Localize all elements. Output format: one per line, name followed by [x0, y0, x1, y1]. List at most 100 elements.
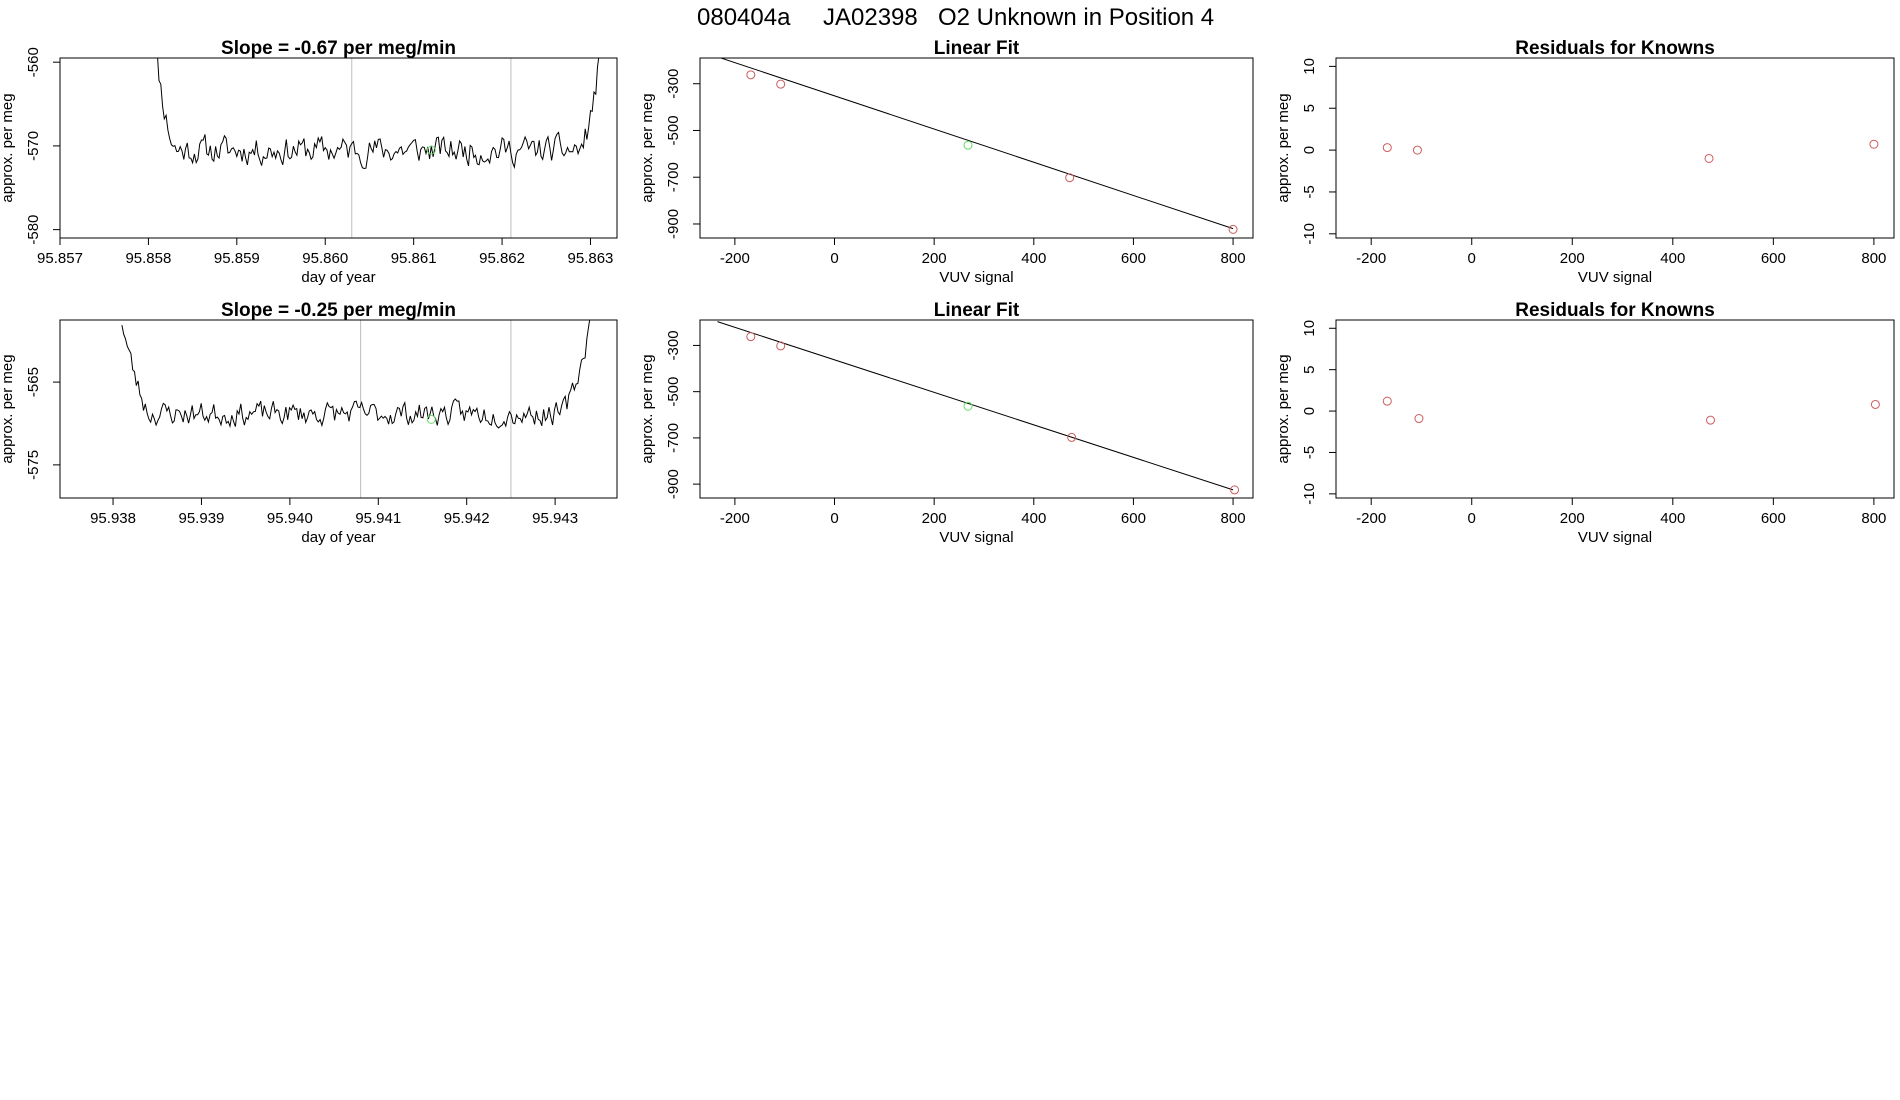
chart-title: Residuals for Knowns [1515, 38, 1715, 59]
x-axis-label: VUV signal [939, 269, 1013, 286]
x-tick-label: 200 [1560, 510, 1585, 527]
unknown-point [963, 401, 973, 411]
x-tick-label: 400 [1660, 510, 1685, 527]
plot-frame [59, 57, 618, 239]
unknown-point [426, 414, 436, 424]
x-tick-label: 800 [1861, 510, 1886, 527]
x-axis: -200 0 200 400 600 800 VUV signal [720, 238, 1246, 286]
x-tick-label: 400 [1660, 250, 1685, 267]
known-point [1382, 396, 1392, 406]
y-tick-label: -900 [665, 209, 682, 239]
x-tick-label: 600 [1761, 510, 1786, 527]
x-axis: -200 0 200 400 600 800 VUV signal [1356, 238, 1886, 286]
chart-panel-5: Linear Fit -200 0 200 400 600 800 VUV signal -30… [639, 300, 1254, 546]
x-tick-label: -200 [720, 510, 750, 527]
known-point [1382, 143, 1392, 153]
signal-series-line [121, 320, 591, 429]
y-axis-label: approx. per meg [639, 93, 656, 202]
y-axis-label: approx. per meg [1275, 354, 1292, 463]
x-axis: -200 0 200 400 600 800 VUV signal [720, 498, 1246, 546]
y-axis: 10 5 0 -5 -10 approx. per meg [1275, 320, 1336, 505]
chart-panel-2: Linear Fit -200 0 200 400 600 800 VUV signal -30… [639, 38, 1254, 286]
x-tick-label: -200 [1356, 250, 1386, 267]
known-point [1704, 153, 1714, 163]
plot-area [717, 321, 1240, 495]
y-axis-label: approx. per meg [1275, 93, 1292, 202]
x-tick-label: 200 [922, 250, 947, 267]
x-tick-label: 200 [922, 510, 947, 527]
x-tick-label: 95.938 [90, 510, 136, 527]
y-axis: -300 -500 -700 -900 approx. per meg [639, 69, 700, 239]
y-tick-label: -575 [25, 450, 42, 480]
x-tick-label: -200 [720, 250, 750, 267]
y-tick-label: -570 [25, 131, 42, 161]
y-tick-label: -565 [25, 367, 42, 397]
x-tick-label: 400 [1021, 510, 1046, 527]
chart-title: Linear Fit [934, 300, 1020, 321]
y-tick-label: 0 [1301, 407, 1318, 415]
y-tick-label: 0 [1301, 146, 1318, 154]
y-tick-label: -500 [665, 115, 682, 145]
x-tick-label: -200 [1356, 510, 1386, 527]
chart-title: Linear Fit [934, 38, 1020, 59]
known-point [776, 79, 786, 89]
signal-series-line [157, 58, 600, 170]
x-tick-label: 600 [1761, 250, 1786, 267]
chart-panel-3: Residuals for Knowns -200 0 200 400 600 800 VUV… [1275, 38, 1895, 286]
y-tick-label: -500 [665, 377, 682, 407]
x-tick-label: 95.943 [532, 510, 578, 527]
x-axis-label: VUV signal [1578, 529, 1652, 546]
y-tick-label: -5 [1301, 185, 1318, 198]
x-tick-label: 95.858 [125, 250, 171, 267]
known-point [1067, 432, 1077, 442]
y-tick-label: -560 [25, 47, 42, 77]
y-axis: -560 -570 -580 approx. per meg [0, 47, 60, 245]
y-tick-label: -700 [665, 162, 682, 192]
x-tick-label: 95.859 [214, 250, 260, 267]
x-axis-label: VUV signal [939, 529, 1013, 546]
x-tick-label: 800 [1861, 250, 1886, 267]
y-tick-label: 10 [1301, 320, 1318, 337]
known-point [1870, 399, 1880, 409]
chart-title: Slope = -0.67 per meg/min [221, 38, 456, 59]
chart-panel-6: Residuals for Knowns -200 0 200 400 600 800 VUV… [1275, 300, 1895, 546]
y-tick-label: -10 [1301, 483, 1318, 505]
x-tick-label: 95.942 [444, 510, 490, 527]
x-axis: 95.938 95.939 95.940 95.941 95.942 95.943 day … [90, 498, 578, 546]
unknown-point [963, 140, 973, 150]
x-axis-label: day of year [301, 269, 375, 286]
plot-frame [1335, 57, 1895, 239]
y-axis-label: approx. per meg [639, 354, 656, 463]
plot-frame [699, 57, 1254, 239]
y-tick-label: -300 [665, 330, 682, 360]
x-tick-label: 95.861 [391, 250, 437, 267]
y-axis: -565 -575 approx. per meg [0, 354, 60, 480]
plot-area [1382, 139, 1879, 163]
known-point [776, 341, 786, 351]
x-tick-label: 95.941 [355, 510, 401, 527]
figure-title-description: O2 Unknown in Position 4 [938, 4, 1214, 31]
y-tick-label: -580 [25, 215, 42, 245]
x-tick-label: 95.860 [302, 250, 348, 267]
x-tick-label: 800 [1221, 250, 1246, 267]
known-point [1412, 145, 1422, 155]
x-axis-label: day of year [301, 529, 375, 546]
x-tick-label: 95.862 [479, 250, 525, 267]
y-tick-label: -700 [665, 423, 682, 453]
plot-frame [59, 319, 618, 499]
plot-area [121, 320, 591, 498]
plot-area [1382, 396, 1880, 425]
y-tick-label: 5 [1301, 366, 1318, 374]
x-tick-label: 400 [1021, 250, 1046, 267]
y-tick-label: -900 [665, 469, 682, 499]
x-tick-label: 0 [830, 510, 838, 527]
x-tick-label: 600 [1121, 250, 1146, 267]
x-tick-label: 800 [1221, 510, 1246, 527]
x-tick-label: 600 [1121, 510, 1146, 527]
x-tick-label: 200 [1560, 250, 1585, 267]
known-point [1869, 139, 1879, 149]
fit-line [717, 321, 1234, 491]
y-axis-label: approx. per meg [0, 354, 16, 463]
